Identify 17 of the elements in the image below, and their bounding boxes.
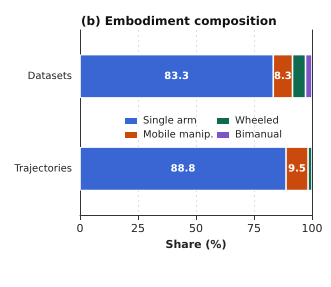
y-tick-label: Trajectories — [13, 163, 72, 174]
x-axis-title: Share (%) — [166, 238, 226, 251]
legend-label: Single arm — [143, 116, 197, 126]
chart-title: (b) Embodiment composition — [81, 14, 277, 28]
legend-label: Wheeled — [235, 116, 279, 126]
legend-label: Bimanual — [235, 130, 282, 140]
x-tick-label: 75 — [247, 222, 261, 235]
data-label: 9.5 — [288, 163, 306, 174]
legend-label: Mobile manip. — [143, 130, 214, 140]
x-tick-label: 50 — [189, 222, 203, 235]
data-label: 8.3 — [274, 70, 292, 82]
x-tick-label: 100 — [302, 222, 322, 235]
x-tick-label: 0 — [76, 222, 84, 235]
x-tick-label: 25 — [131, 222, 145, 235]
y-tick-label: Datasets — [28, 70, 72, 82]
data-label: 88.8 — [170, 163, 196, 174]
data-label: 83.3 — [164, 70, 189, 82]
